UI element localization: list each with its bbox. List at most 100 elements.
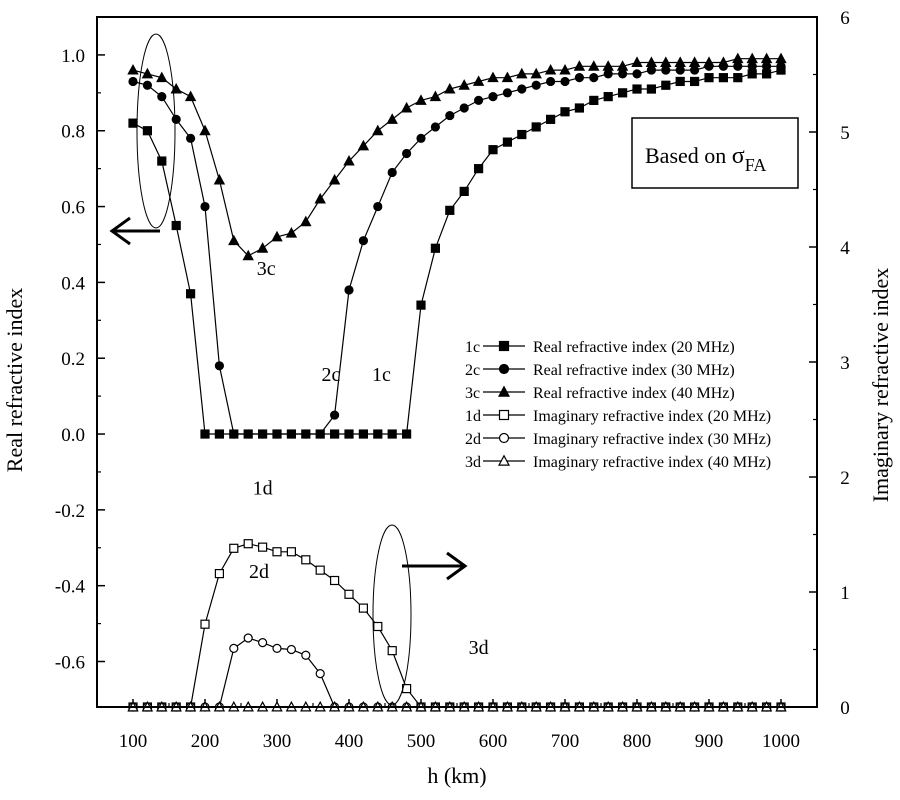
data-point-1d (387, 646, 397, 656)
data-point-2c (171, 114, 181, 124)
curve-label-3c: 3c (257, 258, 276, 280)
legend-id: 1c (465, 339, 480, 356)
data-point-1c (128, 118, 138, 128)
data-point-2c (488, 92, 498, 102)
data-point-2c (761, 61, 772, 71)
data-point-3c (156, 71, 168, 83)
data-point-1c (214, 429, 224, 439)
data-point-3c (732, 52, 744, 64)
data-point-3c (228, 234, 240, 246)
series-2d (128, 633, 786, 712)
y-tick-label: 0.0 (61, 425, 85, 446)
data-point-3c (660, 56, 672, 67)
y2-axis-label: Imaginary refractive index (868, 268, 893, 503)
x-tick-label: 100 (119, 731, 148, 752)
data-point-2c (603, 69, 613, 79)
data-point-2c (258, 429, 268, 439)
data-point-1c (574, 103, 585, 113)
data-point-2c (733, 61, 743, 71)
x-axis-label: h (km) (427, 763, 486, 788)
data-point-1c (358, 429, 368, 439)
data-point-2d (243, 633, 253, 643)
series-layer (127, 52, 787, 712)
data-point-3c (285, 227, 298, 238)
data-point-2c (502, 88, 512, 98)
data-point-3c (516, 67, 528, 79)
curve-label-1c: 1c (372, 364, 391, 386)
x-tick-label: 800 (623, 731, 652, 752)
data-point-3c (213, 173, 226, 185)
data-point-3c (127, 63, 139, 75)
y-tick-label: -0.4 (55, 577, 86, 598)
data-point-2c (272, 429, 282, 439)
data-point-1d (286, 547, 296, 557)
data-point-1c (617, 88, 628, 98)
data-point-3c (717, 56, 730, 67)
data-point-3c (775, 52, 787, 64)
data-point-3c (674, 56, 686, 67)
data-point-3c (688, 56, 701, 67)
data-point-1c (747, 69, 757, 79)
data-point-3c (184, 90, 197, 102)
curve-label-1d: 1d (253, 478, 273, 500)
data-point-1c (675, 76, 685, 87)
data-point-2c (157, 92, 167, 102)
x-tick-label: 700 (551, 731, 580, 752)
data-point-2c (330, 410, 340, 420)
data-point-1c (200, 429, 210, 439)
data-point-1c (474, 164, 484, 174)
data-point-2c (689, 65, 700, 75)
data-point-3c (199, 124, 211, 136)
data-point-3c (328, 173, 341, 185)
legend-marker-2d (498, 432, 510, 444)
legend-item-1d: 1d Imaginary refractive index (20 MHz) (465, 408, 771, 425)
data-point-1c (560, 107, 570, 117)
y-tick-label: 0.8 (61, 122, 85, 143)
data-point-3c (544, 63, 557, 75)
data-point-2d (315, 669, 325, 679)
x-tick-label: 900 (695, 731, 724, 752)
legend-marker-1d (498, 409, 510, 421)
data-point-1c (171, 220, 181, 231)
y-tick-label: 0.2 (61, 349, 85, 370)
data-point-2c (632, 69, 642, 79)
data-point-1d (214, 568, 224, 579)
data-point-3c (616, 60, 629, 71)
x-tick-label: 400 (335, 731, 364, 752)
data-point-3c (300, 215, 312, 227)
data-point-2c (416, 133, 426, 143)
y-tick-label: -0.6 (55, 653, 85, 674)
data-point-3c (343, 154, 355, 166)
data-point-2c (243, 429, 253, 439)
x-tick-label: 1000 (762, 731, 800, 752)
data-point-2c (315, 429, 325, 439)
series-line-2c (132, 65, 781, 435)
curve-label-2d: 2d (249, 561, 269, 583)
y-tick-label: 1.0 (61, 46, 85, 67)
y2-tick-label: 2 (840, 468, 850, 489)
data-point-1c (718, 73, 729, 83)
data-point-2c (560, 76, 570, 87)
legend-label: Real refractive index (20 MHz) (533, 339, 735, 356)
data-point-2d (258, 637, 268, 648)
legend-marker-3c (497, 385, 511, 397)
annotation-subscript: FA (745, 155, 767, 175)
y2-tick-label: 5 (840, 123, 850, 144)
y2-tick-label: 6 (840, 8, 850, 29)
data-point-2c (214, 361, 224, 371)
y-tick-label: -0.2 (55, 501, 85, 522)
data-point-1d (358, 603, 368, 613)
svg-text:Based on σFA: Based on σFA (645, 143, 766, 175)
y2-tick-label: 0 (840, 698, 850, 719)
data-point-1c (545, 114, 556, 124)
curve-label-3d: 3d (469, 637, 489, 659)
data-point-2c (301, 429, 311, 439)
data-point-2c (200, 201, 210, 212)
data-point-3c (242, 249, 254, 261)
data-point-2c (589, 73, 599, 83)
data-point-1c (704, 73, 714, 83)
data-point-3c (487, 71, 499, 83)
data-point-1c (402, 429, 412, 439)
data-point-1c (186, 289, 196, 299)
data-point-3c (501, 71, 514, 83)
